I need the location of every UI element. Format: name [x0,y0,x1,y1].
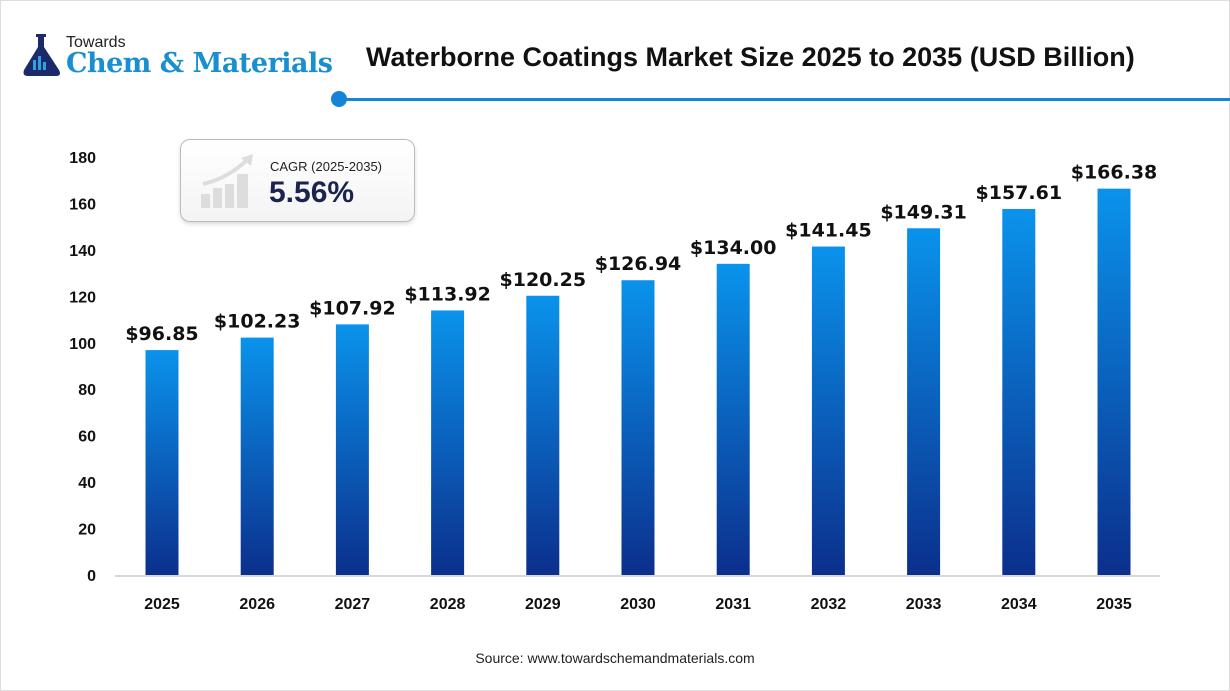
bar-2025 [145,350,179,575]
bar-2029 [526,295,560,575]
y-tick-label: 100 [69,336,96,353]
data-label: $141.45 [785,220,872,242]
x-tick-label: 2035 [1096,596,1132,613]
y-tick-label: 0 [87,568,96,585]
growth-chart-icon [201,154,253,208]
y-tick-label: 40 [78,475,96,492]
x-tick-label: 2028 [430,596,466,613]
data-label: $126.94 [595,253,682,275]
data-label: $134.00 [690,237,777,259]
x-tick-label: 2033 [906,596,942,613]
y-tick-label: 60 [78,429,96,446]
x-tick-label: 2025 [144,596,180,613]
x-tick-label: 2029 [525,596,561,613]
x-tick-label: 2030 [620,596,656,613]
bar-2033 [907,228,941,576]
y-tick-label: 140 [69,243,96,260]
source-note: Source: www.towardschemandmaterials.com [475,650,755,666]
data-label: $113.92 [404,283,491,305]
bar-2028 [431,310,465,575]
data-label: $96.85 [125,323,198,345]
logo: Towards Chem & Materials [22,34,333,83]
bar-2035 [1097,188,1131,575]
data-label: $120.25 [500,269,587,291]
cagr-label: CAGR (2025-2035) [270,159,382,174]
data-label: $157.61 [976,182,1063,204]
data-label: $149.31 [880,201,967,223]
y-tick-label: 180 [69,150,96,167]
x-tick-label: 2034 [1001,596,1037,613]
bar-2027 [335,324,369,575]
x-tick-label: 2026 [239,596,275,613]
x-tick-label: 2032 [811,596,847,613]
x-tick-label: 2031 [715,596,751,613]
logo-towards: Towards [66,34,126,51]
bar-2034 [1002,208,1036,575]
data-label: $166.38 [1071,162,1158,184]
x-tick-label: 2027 [335,596,371,613]
y-tick-label: 20 [78,522,96,539]
bar-2030 [621,280,655,575]
data-label: $102.23 [214,311,301,333]
cagr-value: 5.56% [269,176,355,209]
cagr-box: CAGR (2025-2035) 5.56% [180,139,415,222]
bar-2031 [716,263,750,575]
bar-2032 [811,246,845,575]
y-tick-label: 80 [78,382,96,399]
bar-2026 [240,337,274,575]
flask-icon [23,34,60,76]
y-tick-label: 120 [69,289,96,306]
title-rule [340,98,1230,101]
chart-title: Waterborne Coatings Market Size 2025 to … [366,42,1135,72]
y-tick-label: 160 [69,196,96,213]
title-rule-dot [331,91,347,107]
data-label: $107.92 [309,297,396,319]
logo-brand: Chem & Materials [66,48,333,79]
